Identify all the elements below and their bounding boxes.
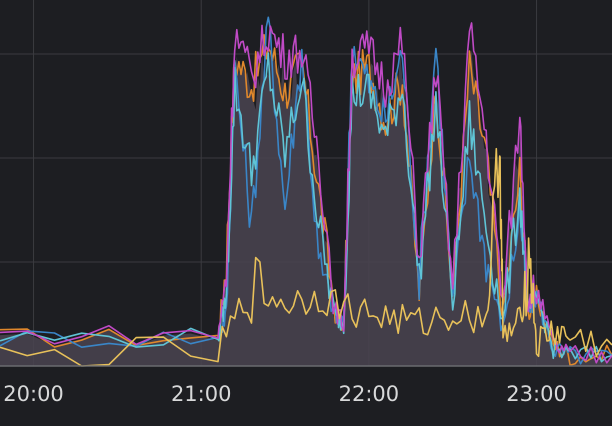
x-tick-label: 21:00 (171, 382, 232, 406)
series-lines (0, 16, 612, 367)
series-line-magenta (0, 22, 612, 364)
x-tick-label: 23:00 (506, 382, 567, 406)
series-line-yellow (0, 147, 612, 367)
x-tick-labels: 20:00 21:00 22:00 23:00 (3, 382, 567, 406)
series-line-cyan (0, 52, 612, 363)
x-tick-label: 22:00 (339, 382, 400, 406)
x-tick-label: 20:00 (3, 382, 64, 406)
area-fill (0, 50, 612, 366)
